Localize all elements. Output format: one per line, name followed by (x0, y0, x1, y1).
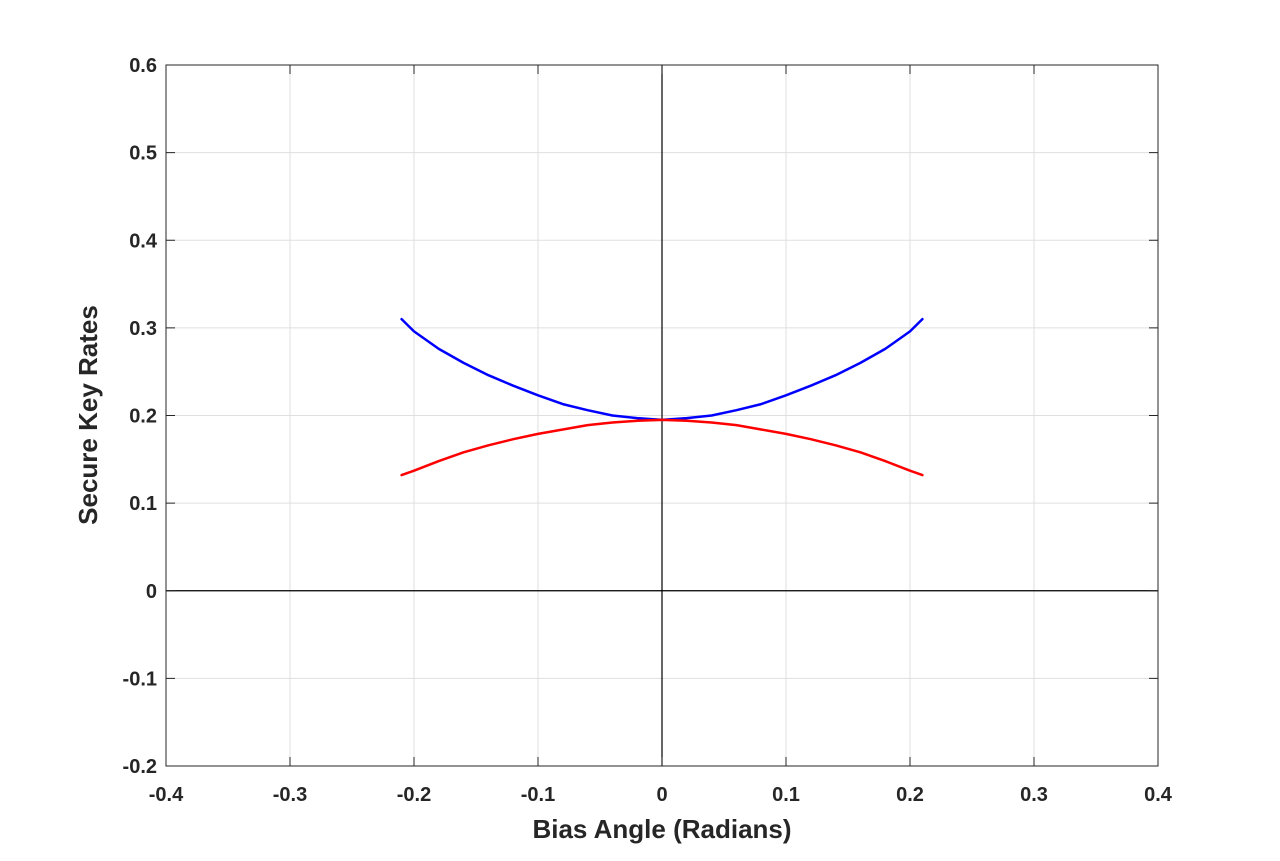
y-axis-label: Secure Key Rates (73, 305, 103, 525)
x-axis-label: Bias Angle (Radians) (532, 814, 791, 844)
x-tick-label: 0.3 (1020, 784, 1048, 806)
x-tick-label: 0.2 (896, 784, 924, 806)
x-tick-label: -0.2 (397, 784, 431, 806)
x-tick-label: -0.3 (273, 784, 307, 806)
x-tick-label: 0.4 (1144, 784, 1173, 806)
x-tick-label: 0 (656, 784, 667, 806)
y-tick-label: 0.5 (129, 143, 157, 165)
y-tick-label: 0.6 (129, 55, 157, 77)
series-line-2 (400, 418, 924, 477)
x-tick-label: 0.1 (772, 784, 800, 806)
data-series (400, 317, 924, 477)
zero-axis-lines (166, 65, 1158, 766)
tick-marks (165, 64, 1159, 767)
y-tick-label: 0 (146, 581, 157, 603)
y-tick-label: 0.3 (129, 318, 157, 340)
y-tick-labels: -0.2 -0.1 0 0.1 0.2 0.3 0.4 0.5 0.6 (123, 55, 158, 778)
y-tick-label: 0.2 (129, 406, 157, 428)
x-tick-labels: -0.4 -0.3 -0.2 -0.1 0 0.1 0.2 0.3 0.4 (149, 784, 1173, 806)
x-tick-label: -0.4 (149, 784, 184, 806)
y-tick-label: -0.1 (123, 668, 157, 690)
y-tick-label: 0.1 (129, 493, 157, 515)
y-tick-label: 0.4 (129, 230, 158, 252)
x-tick-label: -0.1 (521, 784, 555, 806)
y-tick-label: -0.2 (123, 756, 157, 778)
